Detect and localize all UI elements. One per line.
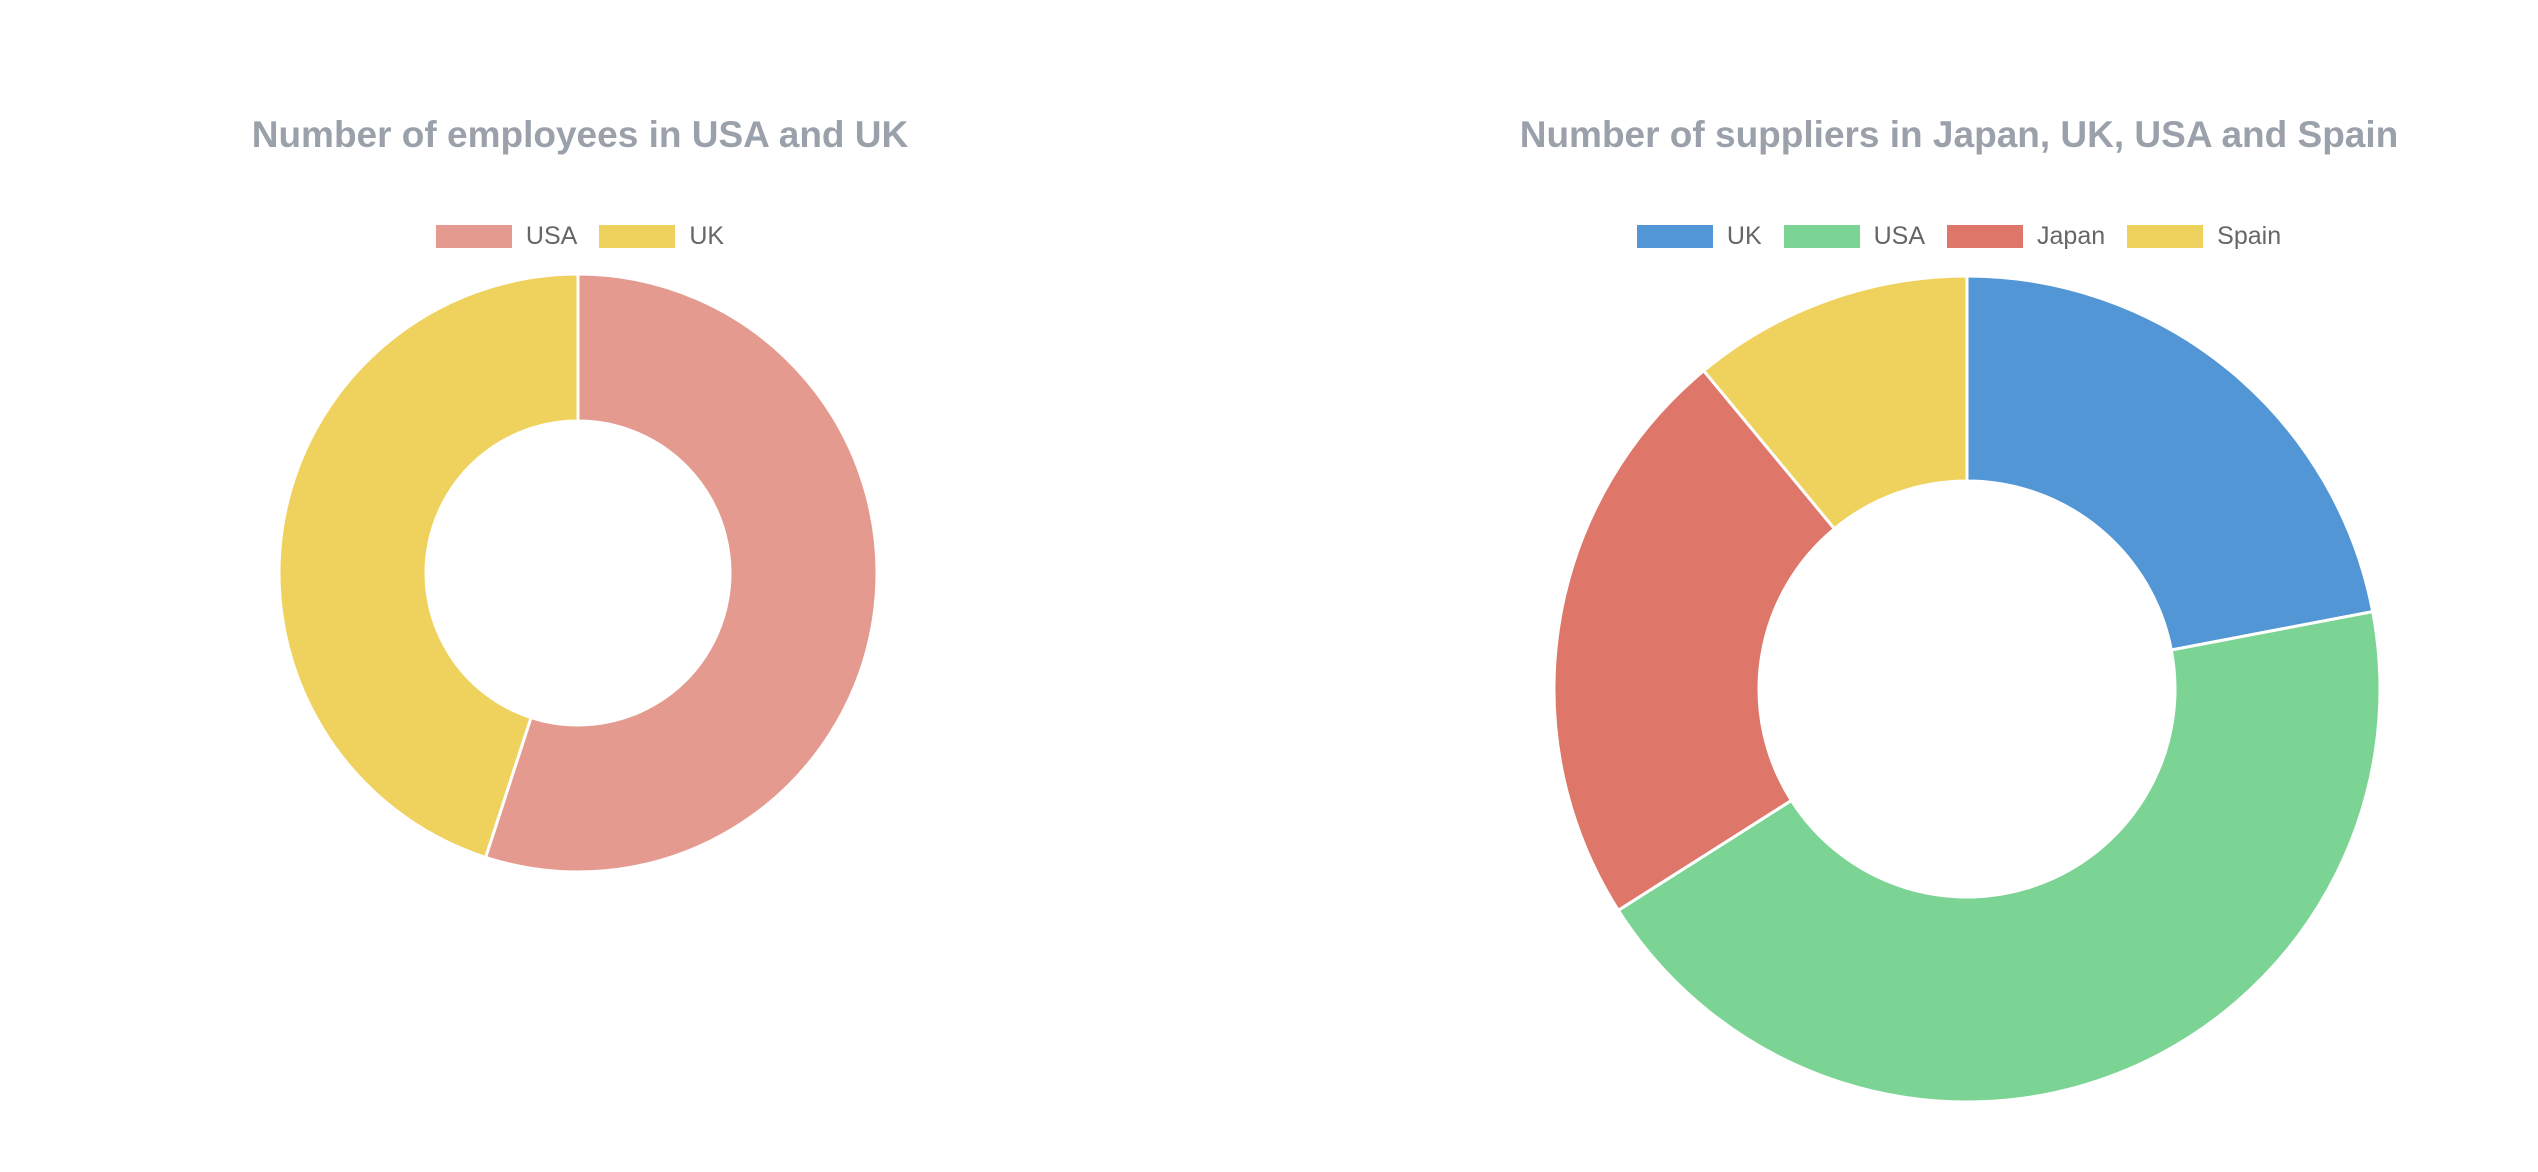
legend-label: Japan [2037, 222, 2106, 250]
slice-uk[interactable] [277, 272, 580, 860]
legend-label: UK [689, 222, 725, 250]
slice-usa[interactable] [1616, 609, 2382, 1104]
slice-uk[interactable] [1965, 274, 2375, 652]
legend-item-uk[interactable]: UK [599, 222, 724, 251]
chart-legend: USA UK [0, 222, 1160, 251]
legend-label: USA [525, 222, 578, 250]
legend-swatch [1947, 225, 2024, 248]
legend-swatch [2127, 225, 2204, 248]
chart-title: Number of suppliers in Japan, UK, USA an… [1519, 114, 2399, 155]
legend-swatch [1636, 225, 1713, 248]
legend-item-japan[interactable]: Japan [1947, 222, 2105, 251]
slice-japan[interactable] [1552, 368, 1837, 913]
suppliers-donut [1552, 274, 2382, 1104]
legend-item-spain[interactable]: Spain [2127, 222, 2281, 251]
employees-donut [277, 272, 879, 874]
legend-item-usa[interactable]: USA [435, 222, 578, 251]
chart-legend: UK USA Japan Spain [1380, 222, 2538, 251]
legend-swatch [599, 225, 676, 248]
legend-label: Spain [2217, 222, 2282, 250]
chart-title: Number of employees in USA and UK [251, 114, 909, 155]
legend-item-usa[interactable]: USA [1783, 222, 1926, 251]
legend-label: UK [1726, 222, 1762, 250]
legend-swatch [435, 225, 512, 248]
legend-swatch [1783, 225, 1860, 248]
legend-label: USA [1873, 222, 1926, 250]
employees-chart: Number of employees in USA and UK USA UK [0, 0, 1160, 1172]
slice-usa[interactable] [483, 272, 879, 874]
legend-item-uk[interactable]: UK [1636, 222, 1762, 251]
suppliers-chart: Number of suppliers in Japan, UK, USA an… [1380, 0, 2538, 1172]
slice-spain[interactable] [1701, 274, 1969, 531]
